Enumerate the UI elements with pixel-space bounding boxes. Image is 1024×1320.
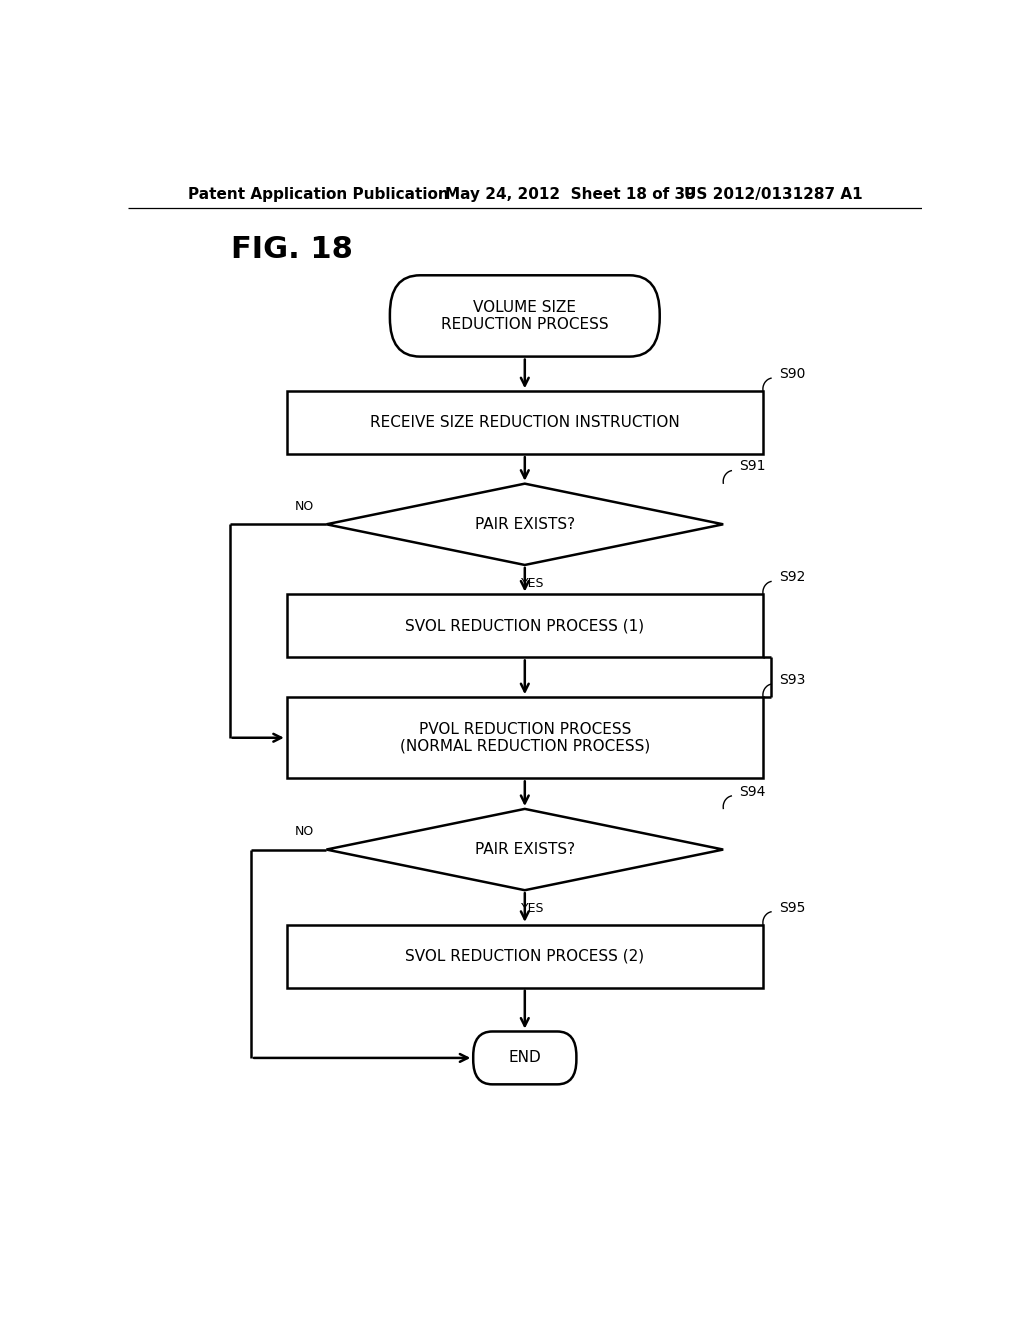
Text: PAIR EXISTS?: PAIR EXISTS? [475, 517, 574, 532]
Bar [287, 697, 763, 779]
Text: NO: NO [295, 825, 314, 838]
Text: Patent Application Publication: Patent Application Publication [187, 187, 449, 202]
Text: PVOL REDUCTION PROCESS
(NORMAL REDUCTION PROCESS): PVOL REDUCTION PROCESS (NORMAL REDUCTION… [399, 722, 650, 754]
Bar [287, 925, 763, 987]
Text: END: END [509, 1051, 541, 1065]
Text: S91: S91 [739, 459, 766, 474]
Text: S90: S90 [779, 367, 805, 381]
Text: PAIR EXISTS?: PAIR EXISTS? [475, 842, 574, 857]
Text: YES: YES [521, 903, 545, 915]
Polygon shape [327, 809, 723, 890]
Text: S93: S93 [779, 673, 805, 686]
Text: SVOL REDUCTION PROCESS (2): SVOL REDUCTION PROCESS (2) [406, 949, 644, 964]
Text: YES: YES [521, 577, 545, 590]
Bar [287, 594, 763, 657]
Text: May 24, 2012  Sheet 18 of 39: May 24, 2012 Sheet 18 of 39 [445, 187, 696, 202]
Text: NO: NO [295, 499, 314, 512]
Text: VOLUME SIZE
REDUCTION PROCESS: VOLUME SIZE REDUCTION PROCESS [441, 300, 608, 333]
Text: US 2012/0131287 A1: US 2012/0131287 A1 [684, 187, 862, 202]
Bar [287, 391, 763, 454]
Text: S92: S92 [779, 570, 805, 585]
Text: FIG. 18: FIG. 18 [231, 235, 353, 264]
Text: SVOL REDUCTION PROCESS (1): SVOL REDUCTION PROCESS (1) [406, 619, 644, 634]
Text: S94: S94 [739, 784, 766, 799]
Polygon shape [327, 483, 723, 565]
FancyBboxPatch shape [473, 1031, 577, 1084]
Text: S95: S95 [779, 900, 805, 915]
FancyBboxPatch shape [390, 276, 659, 356]
Text: RECEIVE SIZE REDUCTION INSTRUCTION: RECEIVE SIZE REDUCTION INSTRUCTION [370, 416, 680, 430]
